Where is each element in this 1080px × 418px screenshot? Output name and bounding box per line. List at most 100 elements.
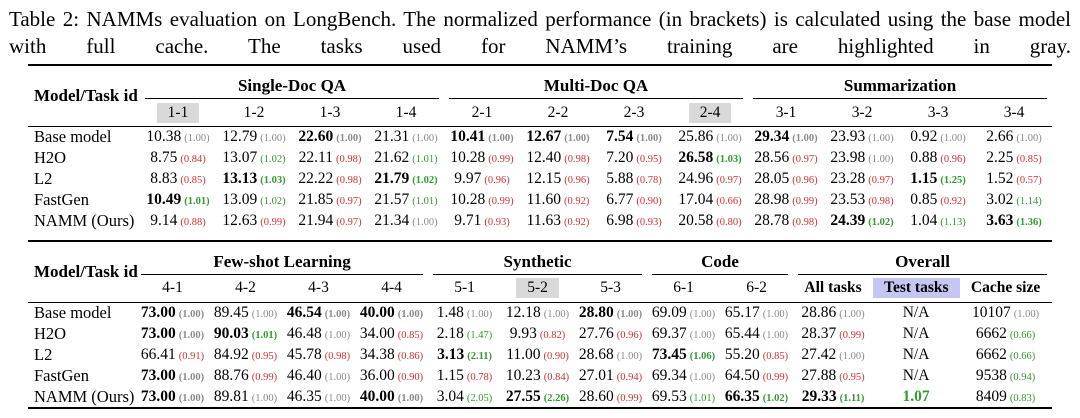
normalized-score: (1.00) (564, 133, 590, 145)
score-value: 69.37 (651, 325, 687, 343)
normalized-score: (0.84) (180, 154, 206, 166)
score-cell: 9.14 (0.88) (140, 210, 216, 231)
normalized-score: (1.14) (1016, 195, 1042, 207)
score-value: 3.13 (437, 345, 465, 363)
normalized-score: (0.84) (543, 371, 570, 383)
normalized-score: (0.83) (1009, 392, 1036, 404)
normalized-score: (0.85) (762, 350, 789, 362)
score-value: 28.56 (754, 149, 790, 167)
score-value: 90.03 (213, 325, 249, 343)
score-value: 21.79 (374, 169, 410, 187)
score-cell: 11.63 (0.92) (520, 210, 596, 231)
score-value: 8.83 (150, 169, 178, 187)
table-longbench-part2: Model/Task id Few-shot Learning Synthetic C… (28, 239, 1053, 409)
score-value: 28.37 (801, 325, 837, 343)
score-value: 40.00 (359, 304, 395, 322)
normalized-score: (0.99) (839, 330, 865, 342)
column-header: 5-1 (428, 274, 502, 303)
score-value: 65.17 (724, 304, 760, 322)
score-value: 8409 (975, 387, 1007, 405)
group-header-label: Few-shot Learning (213, 251, 351, 271)
score-cell: 8.83 (0.85) (140, 169, 216, 190)
score-cell: 27.55 (2.26) (501, 386, 574, 408)
score-cell: 1.48 (1.00) (428, 302, 501, 323)
score-value: 5.88 (606, 169, 634, 187)
score-cell: 23.98 (1.00) (824, 148, 900, 169)
score-value: 46.48 (286, 325, 322, 343)
score-value: 22.22 (298, 169, 334, 187)
score-value: 6662 (975, 345, 1007, 363)
group-header-label: Multi-Doc QA (543, 76, 649, 95)
score-cell: 46.35 (1.00) (282, 386, 355, 408)
column-header-label: 3-2 (851, 103, 873, 121)
score-value: 12.79 (222, 128, 258, 146)
normalized-score: (1.00) (792, 133, 818, 145)
column-header-label: Test tasks (873, 278, 960, 299)
table-1-container: Model/Task id Single-Doc QA Multi-Doc QA Su… (0, 64, 1080, 231)
score-value: 65.44 (724, 325, 760, 343)
normalized-score: (0.92) (563, 216, 590, 228)
table-row: H2O 8.75 (0.84) 13.07 (1.02) 22.11 (0.98) 21.62… (28, 148, 1052, 169)
score-cell: 21.62 (1.01) (368, 148, 444, 169)
score-value: 28.60 (578, 387, 614, 405)
score-cell: 69.34 (1.00) (647, 365, 720, 386)
score-cell: 0.88 (0.96) (900, 148, 976, 169)
score-cell: 28.60 (0.99) (574, 386, 647, 408)
score-cell: 3.13 (2.11) (428, 345, 501, 366)
score-value: 8.75 (150, 149, 178, 167)
column-header-label: 4-4 (381, 279, 402, 297)
normalized-score: (1.00) (1013, 309, 1040, 321)
score-value: 28.98 (754, 190, 790, 208)
score-cell: 29.33 (1.11) (793, 386, 873, 408)
score-cell: 2.66 (1.00) (976, 127, 1052, 148)
score-value: 1.07 (902, 387, 930, 405)
score-cell: 28.68 (1.00) (574, 345, 647, 366)
column-header-label: 4-1 (162, 279, 183, 297)
group-header: Overall (793, 241, 1052, 275)
normalized-score: (0.97) (336, 216, 362, 228)
score-cell: 3.63 (1.36) (976, 210, 1052, 231)
score-cell: 10.49 (1.01) (140, 189, 216, 210)
score-value: 64.50 (724, 366, 760, 384)
normalized-score: (0.86) (397, 350, 424, 362)
score-value: 21.62 (374, 149, 410, 167)
score-value: 73.00 (140, 387, 176, 405)
score-value: 46.35 (286, 387, 322, 405)
score-cell: 65.44 (1.00) (720, 324, 793, 345)
column-header-label: 2-3 (623, 103, 645, 121)
score-cell: 46.54 (1.00) (282, 302, 355, 323)
score-value: 45.78 (286, 345, 322, 363)
column-header: 3-1 (748, 99, 825, 127)
column-header-label: 3-3 (927, 103, 949, 121)
normalized-score: (0.82) (539, 330, 566, 342)
score-cell: 12.15 (0.96) (520, 169, 596, 190)
normalized-score: (0.57) (1016, 174, 1042, 186)
score-value: 9.97 (454, 169, 482, 187)
score-value: 89.45 (213, 304, 249, 322)
normalized-score: (0.95) (251, 350, 278, 362)
score-cell: 55.20 (0.85) (720, 345, 793, 366)
normalized-score: (1.02) (260, 195, 286, 207)
score-value: 13.13 (222, 169, 258, 187)
score-value: 9538 (975, 366, 1007, 384)
score-cell: 69.37 (1.00) (647, 324, 720, 345)
score-value: 10.41 (450, 128, 486, 146)
normalized-score: (0.98) (564, 154, 590, 166)
score-value: 34.00 (359, 325, 395, 343)
score-value: 46.40 (286, 366, 322, 384)
row-label: FastGen (34, 189, 89, 209)
score-value: 21.34 (374, 211, 410, 229)
score-value: 11.63 (526, 211, 561, 229)
normalized-score: (0.99) (488, 154, 514, 166)
row-label: L2 (34, 344, 53, 364)
column-header-label: 5-2 (516, 278, 559, 299)
normalized-score: (0.96) (940, 154, 966, 166)
normalized-score: (1.01) (412, 154, 438, 166)
score-value: 3.04 (436, 387, 464, 405)
column-header: 3-2 (824, 99, 901, 127)
group-header: Single-Doc QA (140, 65, 444, 99)
row-label: H2O (34, 148, 67, 168)
table-row: Base model 73.00 (1.00) 89.45 (1.00) 46.54 (1.… (28, 302, 1052, 323)
table-caption: Table 2: NAMMs evaluation on LongBench. … (9, 7, 1071, 58)
